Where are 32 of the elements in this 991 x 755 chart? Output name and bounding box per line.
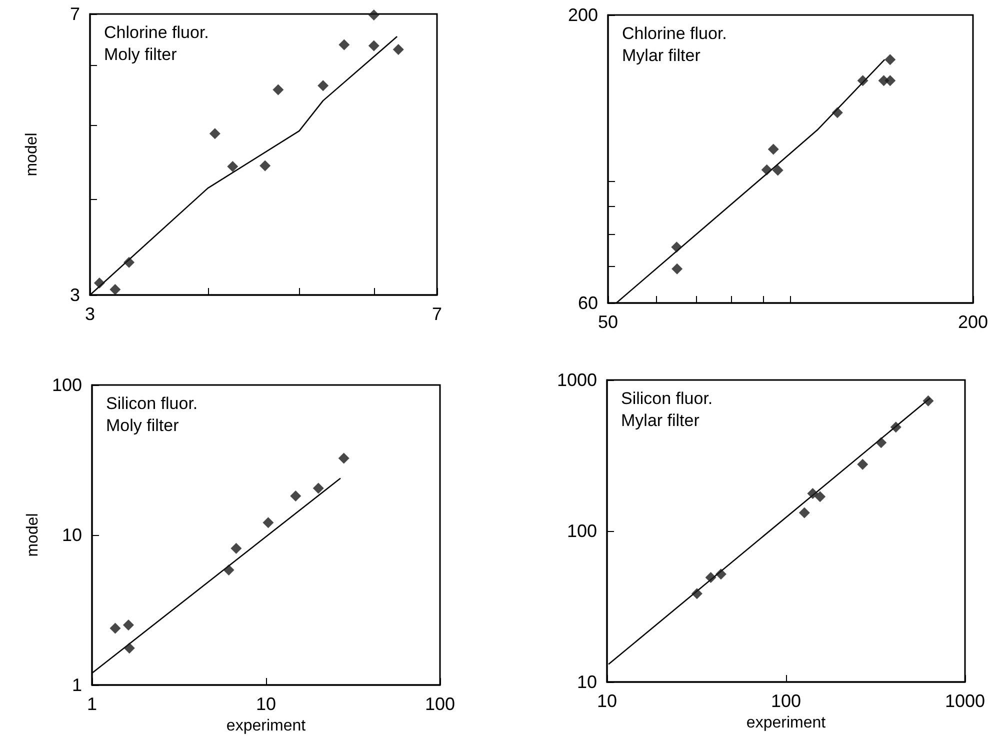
x-tick-label: 1 [86,694,98,714]
y-tick-label: 7 [70,4,80,24]
x-tick-label: 200 [958,312,988,332]
x-tick-label: 1000 [944,691,986,711]
y-tick-label: 10 [576,672,597,692]
annotation: Moly filter [106,416,180,435]
y-axis-title: model [24,513,42,557]
y-tick-label: 100 [566,521,597,541]
x-tick-label: 50 [598,312,618,332]
y-tick-label: 200 [568,5,598,25]
y-axis-title: model [24,132,40,176]
x-axis-title: experiment [746,714,826,732]
annotation: Chlorine fluor. [104,23,209,42]
annotation: Silicon fluor. [621,389,713,408]
y-tick-label: 1 [72,675,82,695]
annotation: Chlorine fluor. [622,24,727,43]
x-tick-label: 10 [596,691,618,711]
annotation: Mylar filter [622,46,701,65]
y-tick-label: 3 [70,285,80,305]
x-tick-label: 3 [84,304,96,324]
x-axis-title: experiment [226,717,306,734]
x-tick-label: 100 [770,691,802,711]
x-tick-label: 100 [424,694,456,714]
annotation: Moly filter [104,45,178,64]
annotation: Mylar filter [621,411,700,430]
y-tick-label: 10 [62,525,82,545]
x-tick-label: 7 [432,304,442,324]
y-tick-label: 60 [578,293,598,313]
annotation: Silicon fluor. [106,394,198,413]
y-tick-label: 100 [52,375,82,395]
y-tick-label: 1000 [556,370,597,390]
x-tick-label: 10 [256,694,276,714]
